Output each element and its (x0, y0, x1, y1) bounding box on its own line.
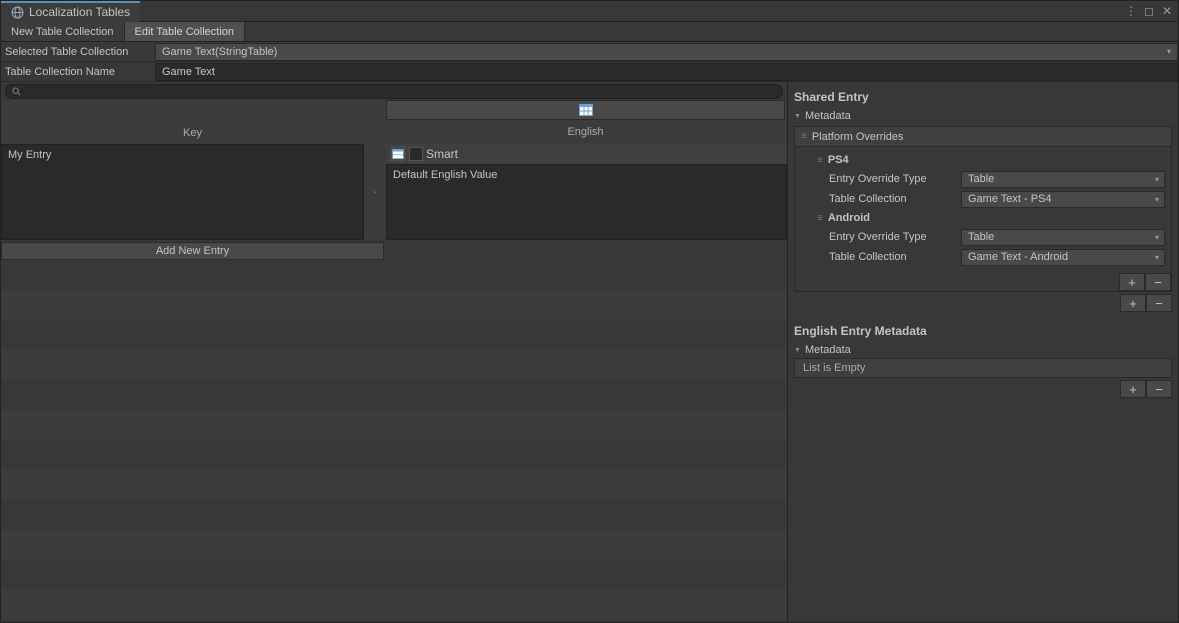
platform-overrides-list: ≡ Platform Overrides ≡PS4 Entry Override… (794, 126, 1172, 292)
drag-handle-icon[interactable]: ≡ (817, 155, 822, 166)
shared-metadata-foldout[interactable]: Metadata (794, 108, 1172, 124)
smart-icon[interactable] (390, 146, 406, 162)
tab-edit-collection[interactable]: Edit Table Collection (125, 22, 245, 41)
column-english: English (384, 100, 787, 144)
english-metadata-label: Metadata (805, 344, 851, 356)
empty-rows (1, 260, 787, 622)
english-metadata-empty: List is Empty (794, 358, 1172, 378)
right-pane: Shared Entry Metadata ≡ Platform Overrid… (788, 82, 1178, 622)
remove-override-button[interactable]: − (1145, 273, 1171, 291)
window-controls: ⋮ ◻ ✕ (1124, 4, 1178, 18)
smart-row: Smart (386, 144, 787, 164)
android-table-collection-label: Table Collection (817, 251, 957, 263)
platform-ps4-name: ≡PS4 (817, 151, 1165, 169)
column-key-label: Key (1, 122, 384, 144)
english-metadata-title: English Entry Metadata (794, 320, 1172, 342)
table-icon (392, 149, 404, 159)
close-icon[interactable]: ✕ (1160, 4, 1174, 18)
collection-name-row: Table Collection Name (1, 62, 1178, 82)
titlebar: Localization Tables ⋮ ◻ ✕ (1, 1, 1178, 22)
smart-label: Smart (426, 147, 458, 161)
selected-collection-value: Game Text(StringTable) (162, 46, 277, 58)
left-pane: Key English My Entry - (1, 82, 788, 622)
platform-overrides-header: ≡ Platform Overrides (795, 127, 1171, 147)
shared-entry-title: Shared Entry (794, 86, 1172, 108)
shared-metadata-buttons: + − (794, 294, 1172, 312)
subtabs: New Table Collection Edit Table Collecti… (1, 22, 1178, 42)
maximize-icon[interactable]: ◻ (1142, 4, 1156, 18)
add-override-button[interactable]: + (1119, 273, 1145, 291)
entry-value-cell: Smart Default English Value (386, 144, 787, 240)
entry-value-input[interactable]: Default English Value (386, 164, 787, 240)
selected-collection-label: Selected Table Collection (5, 46, 155, 58)
entry-collapse-handle[interactable]: - (364, 144, 386, 240)
menu-icon[interactable]: ⋮ (1124, 4, 1138, 18)
column-english-icon-button[interactable] (386, 100, 785, 120)
selected-collection-row: Selected Table Collection Game Text(Stri… (1, 42, 1178, 62)
shared-metadata-label: Metadata (805, 110, 851, 122)
ps4-override-type-label: Entry Override Type (817, 173, 957, 185)
platform-overrides-label: Platform Overrides (812, 131, 904, 143)
main-split: Key English My Entry - (1, 82, 1178, 622)
tab-new-collection[interactable]: New Table Collection (1, 22, 125, 41)
selected-collection-dropdown[interactable]: Game Text(StringTable) (155, 43, 1178, 61)
column-key: Key (1, 100, 384, 144)
search-icon (12, 87, 21, 96)
add-english-metadata-button[interactable]: + (1120, 380, 1146, 398)
smart-checkbox[interactable] (409, 147, 423, 161)
table-header: Key English (1, 100, 787, 144)
platform-ps4: ≡PS4 Entry Override Type Table Table Col… (801, 151, 1165, 209)
search-row (1, 82, 787, 100)
add-entry-button[interactable]: Add New Entry (1, 242, 384, 260)
android-table-collection-dropdown[interactable]: Game Text - Android (961, 249, 1165, 266)
localization-window: Localization Tables ⋮ ◻ ✕ New Table Coll… (0, 0, 1179, 623)
english-metadata-foldout[interactable]: Metadata (794, 342, 1172, 358)
table-row: My Entry - Smart Default English Value (1, 144, 787, 240)
ps4-override-type-dropdown[interactable]: Table (961, 171, 1165, 188)
window-title: Localization Tables (29, 5, 130, 19)
drag-handle-icon[interactable]: ≡ (817, 213, 822, 224)
remove-shared-metadata-button[interactable]: − (1146, 294, 1172, 312)
platform-overrides-body: ≡PS4 Entry Override Type Table Table Col… (795, 147, 1171, 271)
column-english-label: English (384, 120, 787, 144)
globe-icon (11, 6, 24, 19)
table-icon (579, 104, 593, 116)
window-tab[interactable]: Localization Tables (1, 1, 140, 22)
platform-android-name: ≡Android (817, 209, 1165, 227)
search-input[interactable] (5, 84, 783, 99)
drag-handle-icon[interactable]: ≡ (801, 131, 806, 142)
android-override-type-label: Entry Override Type (817, 231, 957, 243)
ps4-table-collection-dropdown[interactable]: Game Text - PS4 (961, 191, 1165, 208)
remove-english-metadata-button[interactable]: − (1146, 380, 1172, 398)
entry-key-input[interactable]: My Entry (1, 144, 364, 240)
platform-android: ≡Android Entry Override Type Table Table… (801, 209, 1165, 267)
ps4-table-collection-label: Table Collection (817, 193, 957, 205)
android-override-type-dropdown[interactable]: Table (961, 229, 1165, 246)
english-metadata-buttons: + − (794, 380, 1172, 398)
collection-name-input[interactable] (155, 63, 1178, 81)
collection-name-label: Table Collection Name (5, 66, 155, 78)
platform-overrides-buttons: + − (795, 273, 1171, 291)
add-shared-metadata-button[interactable]: + (1120, 294, 1146, 312)
